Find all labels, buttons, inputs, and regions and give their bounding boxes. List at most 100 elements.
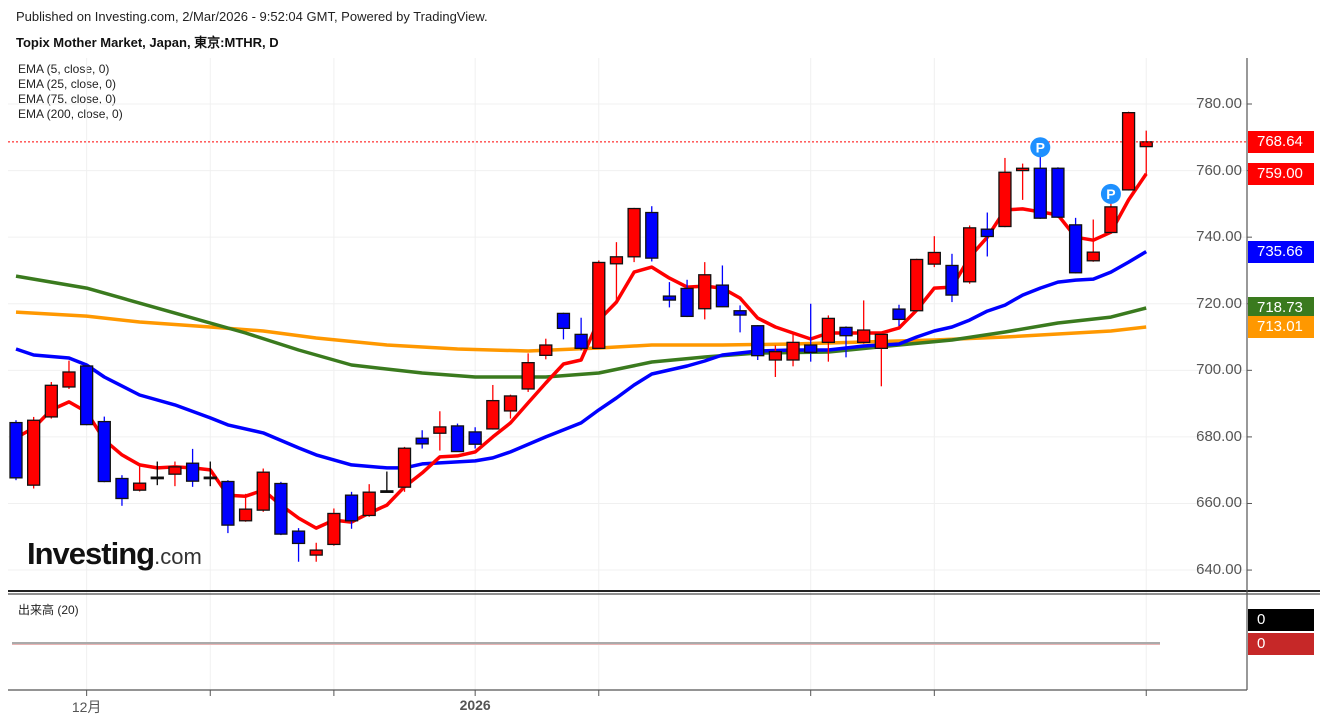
candle-body xyxy=(857,329,871,344)
candle xyxy=(609,242,624,302)
p-marker: P xyxy=(1030,137,1051,158)
ema-line-ema25 xyxy=(15,250,1148,470)
candle xyxy=(892,304,906,327)
candle-body xyxy=(821,317,836,344)
candle xyxy=(927,236,941,268)
price-badge: 759.00 xyxy=(1248,162,1314,185)
candle-body xyxy=(185,462,200,482)
y-tick-label: 780.00 xyxy=(1196,95,1242,112)
candle xyxy=(62,360,76,389)
candle-body xyxy=(62,371,76,388)
candle xyxy=(733,305,747,333)
candle-body xyxy=(698,274,712,310)
candle-body xyxy=(539,344,553,356)
candle-body xyxy=(874,333,888,349)
candle-body xyxy=(662,295,677,301)
candle xyxy=(1086,219,1100,262)
price-badge: 718.73 xyxy=(1248,296,1314,319)
candle-body xyxy=(433,426,447,434)
candle xyxy=(415,430,429,449)
candle-body xyxy=(751,325,765,357)
candle-body xyxy=(79,365,94,426)
candle xyxy=(539,338,553,360)
candle xyxy=(1104,198,1118,234)
candle xyxy=(344,491,359,529)
legend-ema200[interactable]: EMA (200, close, 0) xyxy=(18,107,123,121)
x-tick-label: 12月 xyxy=(71,699,102,715)
candle-body xyxy=(468,431,482,445)
candle-body xyxy=(203,476,217,480)
candle xyxy=(521,353,535,392)
candle-body xyxy=(150,476,164,480)
candle-body xyxy=(168,466,182,475)
candle-body xyxy=(380,490,394,493)
candle-body xyxy=(256,471,270,511)
candle-body xyxy=(344,494,359,522)
candle-body xyxy=(221,480,235,526)
candle-body xyxy=(927,251,941,265)
candle-body xyxy=(274,482,288,535)
candle xyxy=(1033,153,1047,219)
candle xyxy=(574,317,588,351)
candle xyxy=(1139,130,1153,176)
grid xyxy=(8,58,1247,690)
volume-label: 出来高 (20) xyxy=(18,603,79,617)
candle-body xyxy=(980,228,994,238)
candle xyxy=(309,542,323,562)
candle xyxy=(592,260,606,349)
candle-body xyxy=(97,420,111,483)
candle-body xyxy=(291,530,306,545)
candle xyxy=(786,334,800,367)
candle-body xyxy=(1104,206,1118,234)
candle-body xyxy=(415,437,429,445)
candle xyxy=(185,448,200,487)
candle-body xyxy=(1015,167,1030,172)
candle-body xyxy=(715,284,730,308)
candle-body xyxy=(910,258,924,312)
candle xyxy=(238,493,253,522)
candle xyxy=(433,411,447,451)
candle-body xyxy=(115,477,129,500)
candle-body xyxy=(998,171,1012,228)
candle xyxy=(1068,217,1083,274)
candle xyxy=(857,300,871,344)
ema-line-ema5 xyxy=(15,172,1148,530)
candle-body xyxy=(892,308,906,321)
candle xyxy=(362,484,376,517)
candle xyxy=(274,481,288,536)
candle xyxy=(503,394,518,419)
candle xyxy=(44,381,58,419)
p-marker-circle xyxy=(1030,137,1051,158)
legend-ema25[interactable]: EMA (25, close, 0) xyxy=(18,77,117,91)
candle xyxy=(698,262,712,320)
candle xyxy=(256,468,270,512)
investing-logo: Investing.com xyxy=(27,536,202,571)
ema-lines xyxy=(15,172,1148,530)
candle xyxy=(97,416,111,483)
candle xyxy=(1051,167,1065,218)
candle xyxy=(150,461,164,486)
candle-body xyxy=(627,207,641,258)
candle-body xyxy=(680,287,694,318)
candle-body xyxy=(786,341,800,361)
legend-ema75[interactable]: EMA (75, close, 0) xyxy=(18,92,117,106)
candle-body xyxy=(1121,112,1136,191)
p-marker: P xyxy=(1100,183,1121,204)
candle xyxy=(680,279,694,318)
y-tick-label: 740.00 xyxy=(1196,228,1242,246)
candle-body xyxy=(768,351,783,361)
candle xyxy=(79,364,94,426)
y-tick-label: 680.00 xyxy=(1196,427,1242,445)
candle-body xyxy=(1139,141,1153,148)
candle xyxy=(327,508,341,546)
candle-body xyxy=(574,333,588,349)
p-marker-label: P xyxy=(1036,139,1045,155)
candle xyxy=(627,207,641,263)
candle xyxy=(291,528,306,562)
candle xyxy=(168,461,182,487)
candle-body xyxy=(132,482,147,491)
candle xyxy=(962,225,977,284)
y-tick-label: 640.00 xyxy=(1196,561,1242,579)
candle-body xyxy=(609,256,624,265)
